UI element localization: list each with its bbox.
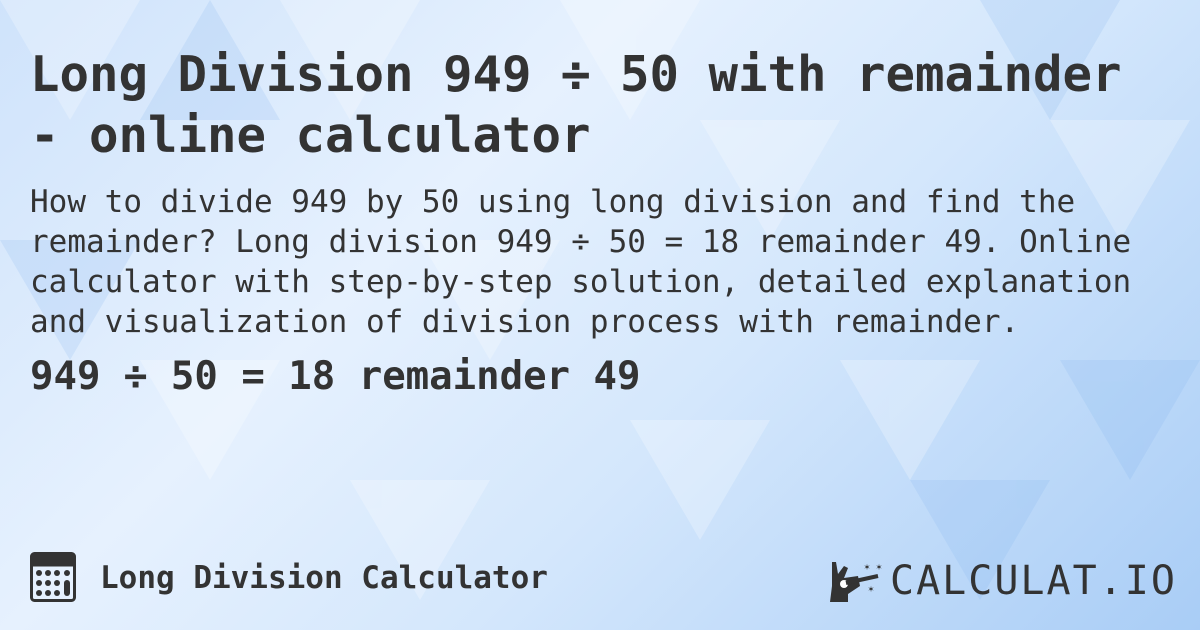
result: 949 ÷ 50 = 18 remainder 49 bbox=[30, 354, 641, 399]
description: How to divide 949 by 50 using long divis… bbox=[30, 184, 1132, 340]
svg-text:✶ ✶: ✶ ✶ bbox=[864, 562, 882, 573]
calculator-icon bbox=[30, 552, 76, 602]
page-title: Long Division 949 ÷ 50 with remainder - … bbox=[30, 46, 1122, 164]
footer-label: Long Division Calculator bbox=[100, 560, 548, 596]
magic-hand-icon: ✶ ✶ ✶ bbox=[830, 562, 882, 602]
svg-text:✶: ✶ bbox=[868, 584, 874, 595]
logo-text: CALCULAT.IO bbox=[890, 558, 1177, 604]
calculat-io-logo[interactable]: ✶ ✶ ✶ CALCULAT.IO bbox=[828, 556, 1175, 610]
